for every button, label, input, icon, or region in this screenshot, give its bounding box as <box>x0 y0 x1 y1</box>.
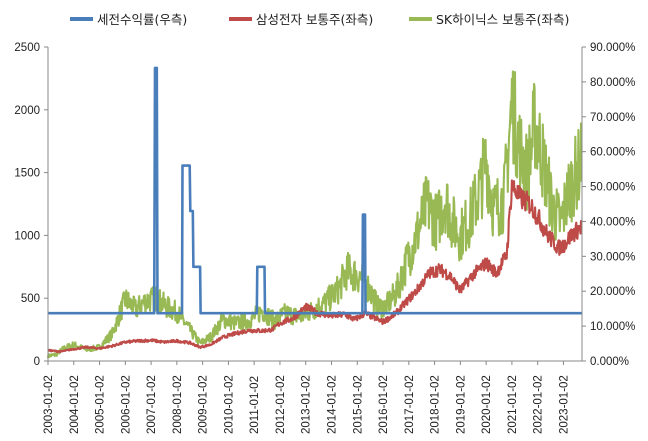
legend-label-1: 세전수익률(우측) <box>97 12 187 27</box>
x-tick-label-9: 2012-01-02 <box>275 375 287 434</box>
y-right-tick-label-0: 0.000% <box>590 356 629 368</box>
legend-label-3: SK하이닉스 보통주(좌측) <box>436 12 569 27</box>
y-right-tick-label-4: 40.000% <box>590 216 635 228</box>
y-right-tick-label-3: 30.000% <box>590 251 635 263</box>
x-tick-label-1: 2004-01-02 <box>69 375 81 434</box>
legend-label-2: 삼성전자 보통주(좌측) <box>256 12 373 27</box>
x-tick-label-10: 2013-01-02 <box>301 375 313 434</box>
y-left-tick-label-1: 500 <box>21 293 40 305</box>
y-left-tick-label-4: 2000 <box>14 105 40 117</box>
x-tick-label-11: 2014-01-02 <box>326 375 338 434</box>
series-line-2 <box>47 179 583 354</box>
x-tick-label-16: 2019-01-02 <box>455 375 467 434</box>
x-tick-label-8: 2011-01-02 <box>249 376 261 434</box>
x-tick-label-14: 2017-01-02 <box>404 375 416 434</box>
y-right-tick-label-2: 20.000% <box>590 286 635 298</box>
x-tick-label-3: 2006-01-02 <box>120 375 132 434</box>
x-tick-label-18: 2021-01-02 <box>507 375 519 434</box>
y-right-tick-label-8: 80.000% <box>590 77 635 89</box>
x-tick-label-12: 2015-01-02 <box>352 375 364 434</box>
axes: 0 500 1000 1500 2000 2500 0.000% 10.000% 20.000%… <box>14 42 635 434</box>
x-tick-label-15: 2018-01-02 <box>430 375 442 434</box>
y-right-tick-label-1: 10.000% <box>590 321 635 333</box>
x-tick-label-20: 2023-01-02 <box>558 375 570 434</box>
x-tick-label-7: 2010-01-02 <box>223 375 235 434</box>
x-tick-label-0: 2003-01-02 <box>43 375 55 434</box>
y-left-tick-label-3: 1500 <box>14 168 40 180</box>
legend: 세전수익률(우측) 삼성전자 보통주(좌측) SK하이닉스 보통주(좌측) <box>70 12 569 27</box>
plot-area <box>46 66 583 359</box>
y-right-tick-label-6: 60.000% <box>590 147 635 159</box>
y-right-tick-label-5: 50.000% <box>590 182 635 194</box>
x-tick-label-6: 2009-01-02 <box>198 375 210 434</box>
x-tick-label-5: 2008-01-02 <box>172 375 184 434</box>
series-line-1 <box>48 66 582 315</box>
x-tick-label-4: 2007-01-02 <box>146 375 158 434</box>
x-tick-label-2: 2005-01-02 <box>95 375 107 434</box>
y-left-tick-label-5: 2500 <box>14 42 40 54</box>
x-tick-label-19: 2022-01-02 <box>533 375 545 434</box>
y-right-tick-label-9: 90.000% <box>590 42 635 54</box>
y-left-tick-label-0: 0 <box>34 356 40 368</box>
x-tick-label-13: 2016-01-02 <box>378 375 390 434</box>
x-tick-label-17: 2020-01-02 <box>481 375 493 434</box>
y-left-tick-label-2: 1000 <box>14 230 40 242</box>
y-right-tick-label-7: 70.000% <box>590 112 635 124</box>
